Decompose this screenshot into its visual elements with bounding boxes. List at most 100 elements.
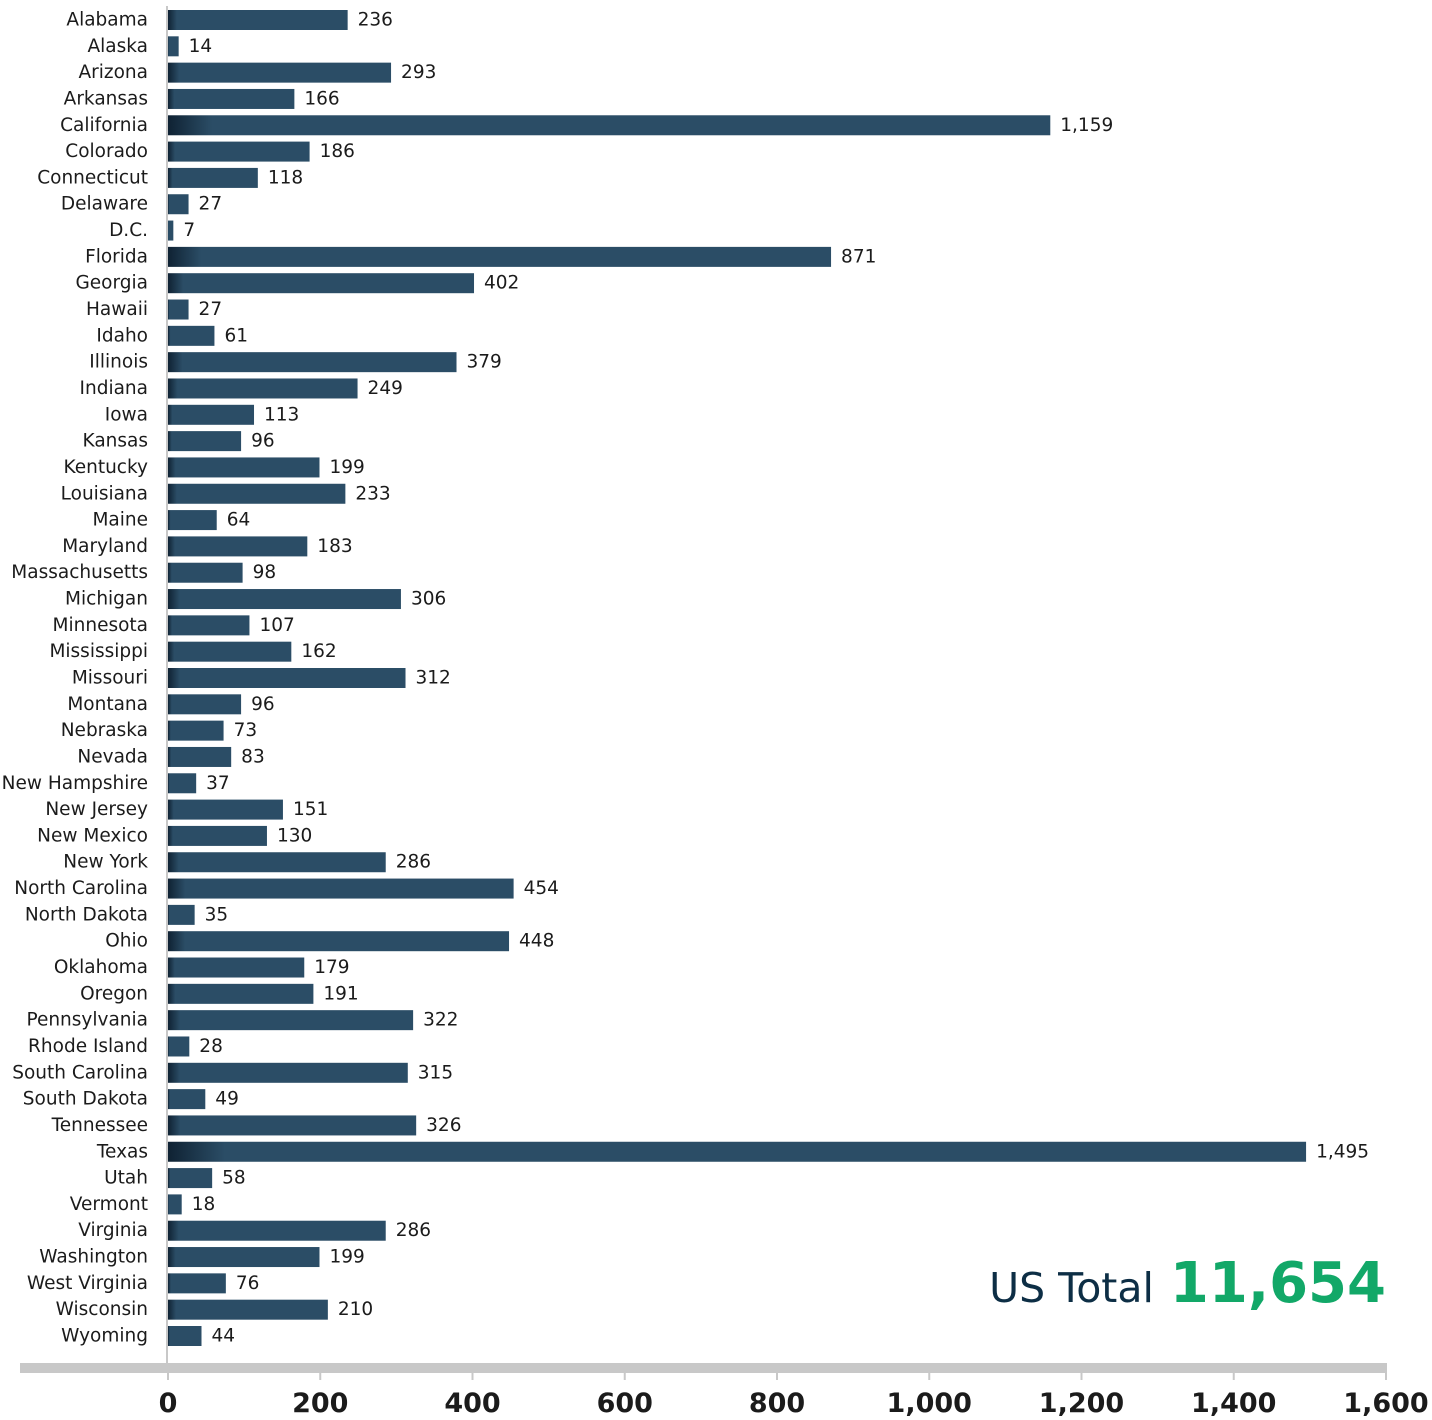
- value-label: 312: [416, 668, 451, 689]
- value-label: 61: [224, 325, 248, 346]
- x-tick-label: 1,200: [1039, 1388, 1124, 1419]
- category-label: Nevada: [77, 746, 148, 767]
- category-label: California: [60, 115, 148, 136]
- value-labels: 236142931661,159186118277871402276137924…: [183, 10, 1369, 1347]
- value-label: 249: [368, 378, 403, 399]
- category-label: Minnesota: [53, 615, 148, 636]
- bar: [168, 641, 292, 662]
- bar: [168, 194, 189, 215]
- category-label: Maryland: [62, 536, 148, 557]
- bar: [168, 589, 401, 610]
- bar: [168, 141, 310, 162]
- bar: [168, 1010, 414, 1031]
- us-total: US Total 11,654: [989, 1251, 1386, 1316]
- value-label: 14: [189, 36, 213, 57]
- category-label: Missouri: [72, 668, 148, 689]
- value-label: 166: [304, 88, 339, 109]
- value-label: 210: [338, 1299, 373, 1320]
- x-axis-ticks: 0 200 400 600 800 1,000 1,200 1,400 1,600: [159, 1373, 1429, 1419]
- us-total-prefix: US Total: [989, 1264, 1154, 1312]
- category-label: Utah: [104, 1168, 148, 1189]
- bar: [168, 1299, 328, 1320]
- value-label: 233: [355, 483, 390, 504]
- category-label: Oklahoma: [54, 957, 148, 978]
- bar: [168, 483, 346, 504]
- value-label: 113: [264, 404, 299, 425]
- category-label: Indiana: [80, 378, 148, 399]
- value-label: 402: [484, 273, 519, 294]
- x-tick-label: 0: [159, 1388, 178, 1419]
- value-label: 183: [317, 536, 352, 557]
- category-label: Colorado: [65, 141, 148, 162]
- bar: [168, 352, 457, 373]
- value-label: 58: [222, 1168, 246, 1189]
- value-label: 37: [206, 773, 230, 794]
- bar: [168, 904, 195, 925]
- value-label: 7: [183, 220, 195, 241]
- x-tick-mark: [1080, 1373, 1083, 1380]
- x-tick-label: 600: [597, 1388, 653, 1419]
- bar: [168, 1326, 202, 1346]
- bar: [168, 378, 358, 399]
- value-label: 96: [251, 431, 275, 452]
- x-tick-label: 400: [444, 1388, 500, 1419]
- category-label: Kansas: [83, 431, 148, 452]
- bar: [168, 825, 267, 846]
- category-label: Alabama: [66, 10, 148, 31]
- category-label: Wyoming: [61, 1326, 148, 1347]
- bar: [168, 1168, 213, 1189]
- value-label: 76: [236, 1273, 260, 1294]
- value-label: 286: [396, 1220, 431, 1241]
- category-label: Nebraska: [61, 720, 148, 741]
- category-label: Arizona: [79, 62, 149, 83]
- bar: [168, 62, 392, 83]
- value-label: 162: [301, 641, 336, 662]
- value-label: 322: [423, 1010, 458, 1031]
- category-label: Hawaii: [86, 299, 148, 320]
- x-axis-bar: [20, 1363, 1387, 1373]
- bar: [168, 88, 295, 109]
- bar: [168, 115, 1051, 136]
- x-tick-mark: [1232, 1373, 1235, 1380]
- bar: [168, 10, 348, 30]
- value-label: 1,159: [1060, 115, 1113, 136]
- category-label: Maine: [92, 510, 148, 531]
- bar: [168, 325, 215, 346]
- category-label: Georgia: [75, 273, 148, 294]
- category-label: Mississippi: [49, 641, 148, 662]
- category-label: North Carolina: [14, 878, 148, 899]
- category-label: Arkansas: [64, 88, 148, 109]
- category-label: Kentucky: [64, 457, 149, 478]
- category-label: Michigan: [65, 589, 148, 610]
- bar: [168, 1036, 190, 1057]
- bar: [168, 457, 320, 478]
- bar: [168, 799, 283, 820]
- value-label: 286: [396, 852, 431, 873]
- category-label: Texas: [96, 1141, 148, 1162]
- category-label: Idaho: [96, 325, 148, 346]
- value-label: 236: [358, 10, 393, 31]
- us-total-value: 11,654: [1170, 1251, 1386, 1316]
- bar: [168, 36, 179, 57]
- value-label: 73: [234, 720, 258, 741]
- bar: [168, 931, 510, 952]
- category-label: New Jersey: [45, 799, 148, 820]
- bar: [168, 878, 514, 899]
- bar: [168, 773, 197, 794]
- value-label: 326: [426, 1115, 461, 1136]
- category-label: Illinois: [89, 352, 148, 373]
- value-label: 315: [418, 1062, 453, 1083]
- value-label: 186: [320, 141, 355, 162]
- value-label: 151: [293, 799, 328, 820]
- bar: [168, 1115, 417, 1136]
- x-tick-label: 1,000: [887, 1388, 972, 1419]
- x-tick-mark: [471, 1373, 474, 1380]
- x-tick-label: 1,600: [1343, 1388, 1428, 1419]
- value-label: 28: [199, 1036, 223, 1057]
- value-label: 191: [323, 983, 358, 1004]
- bar: [168, 246, 832, 267]
- value-label: 107: [259, 615, 294, 636]
- category-label: Montana: [67, 694, 148, 715]
- bar: [168, 510, 217, 531]
